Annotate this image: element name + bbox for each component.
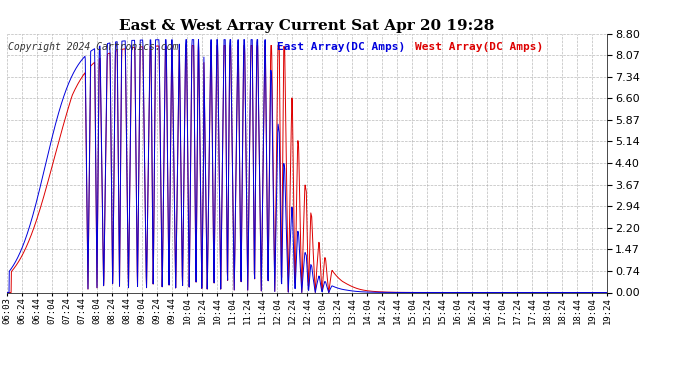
Title: East & West Array Current Sat Apr 20 19:28: East & West Array Current Sat Apr 20 19:… bbox=[119, 19, 495, 33]
Text: East Array(DC Amps): East Array(DC Amps) bbox=[277, 42, 405, 51]
Text: West Array(DC Amps): West Array(DC Amps) bbox=[415, 42, 543, 51]
Text: Copyright 2024 Cartronics.com: Copyright 2024 Cartronics.com bbox=[8, 42, 179, 51]
